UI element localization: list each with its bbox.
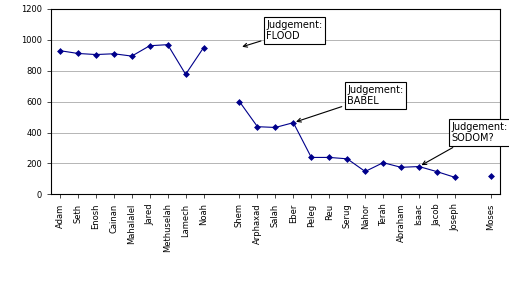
Text: Judgement:
BABEL: Judgement: BABEL	[297, 85, 403, 122]
Text: Judgement:
FLOOD: Judgement: FLOOD	[243, 20, 322, 47]
Text: Judgement:
SODOM?: Judgement: SODOM?	[421, 122, 506, 164]
